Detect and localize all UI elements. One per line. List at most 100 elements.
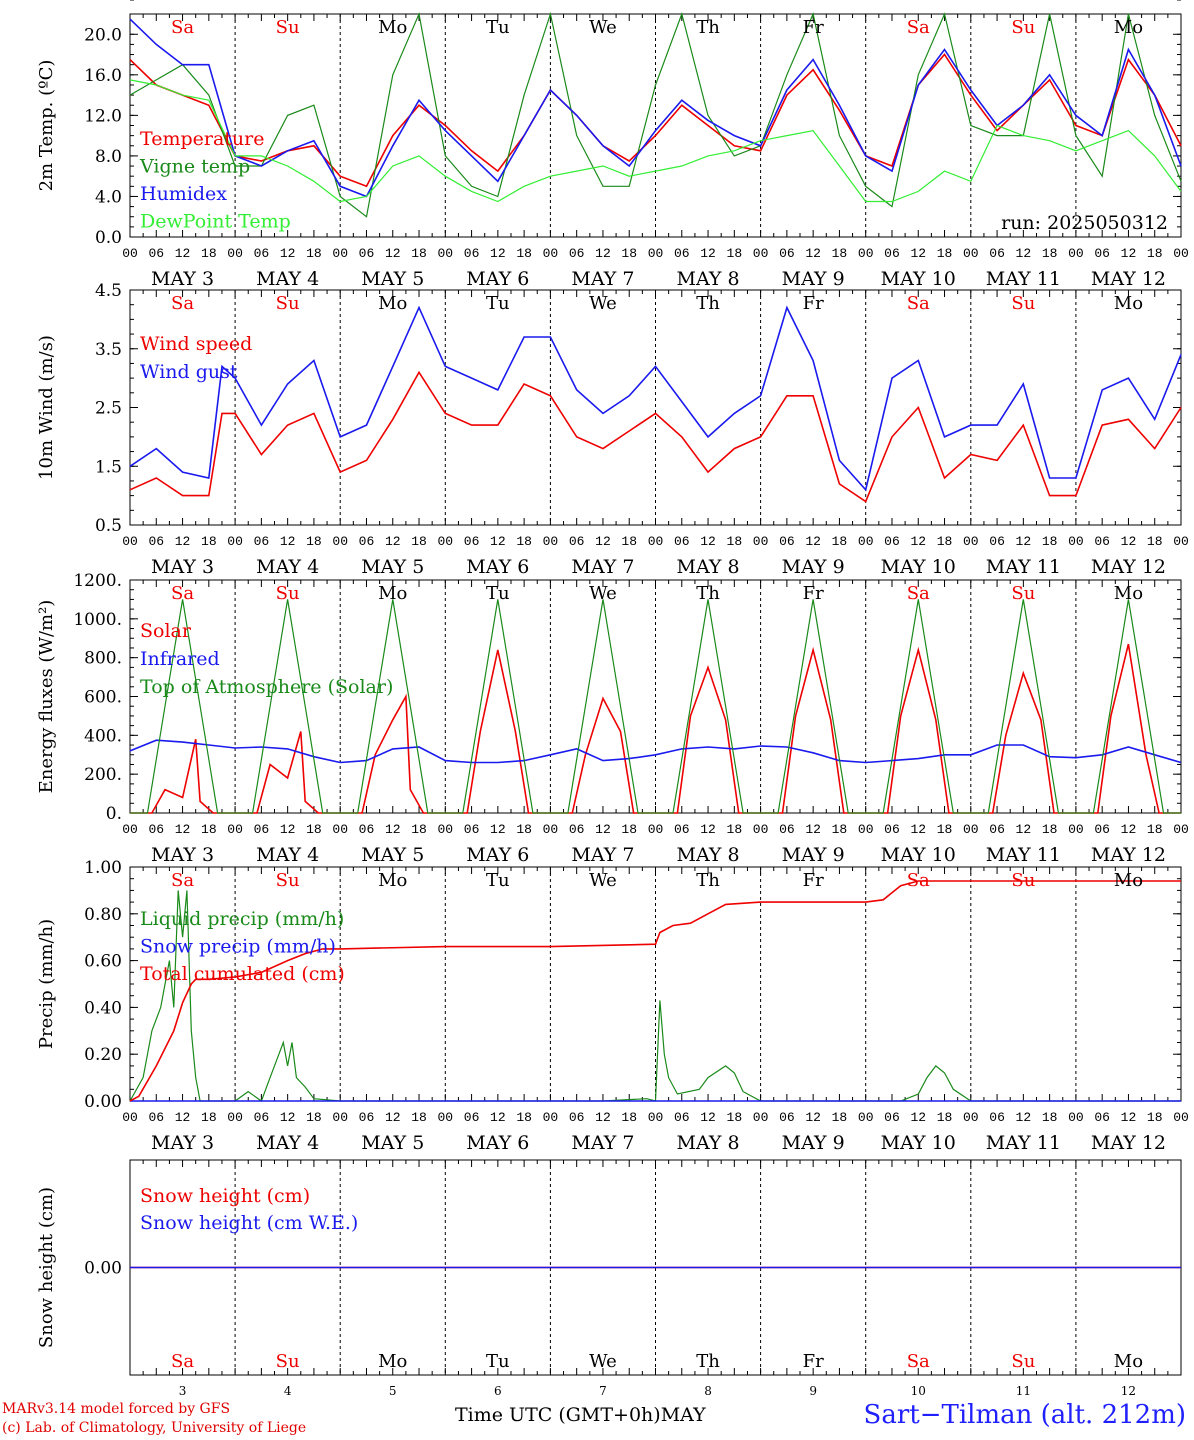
run-annotation: run: 2025050312	[1001, 212, 1168, 234]
date-label: MAY 11	[986, 268, 1061, 290]
day-name: Th	[696, 870, 720, 891]
hour-label: 18	[201, 1110, 217, 1125]
hour-label: 12	[385, 534, 401, 549]
day-name: Su	[276, 293, 300, 314]
day-name: Su	[1011, 293, 1035, 314]
hour-label: 06	[359, 246, 375, 261]
legend-entry: Snow height (cm W.E.)	[140, 1212, 358, 1234]
day-name: Su	[276, 1351, 300, 1372]
y-tick-label: 12.0	[84, 106, 122, 126]
day-name: Th	[696, 583, 720, 604]
hour-label: 18	[1147, 246, 1163, 261]
hour-label: 00	[858, 534, 874, 549]
hour-label: 12	[910, 534, 926, 549]
date-label: MAY 6	[466, 844, 529, 866]
hour-label: 06	[464, 822, 480, 837]
y-axis-label: 10m Wind (m/s)	[36, 335, 57, 480]
day-name: Sa	[171, 17, 194, 38]
hour-label: 00	[648, 534, 664, 549]
day-name: Tu	[486, 293, 510, 314]
series-line-vigne-temp	[129, 11, 1182, 218]
hour-label: 06	[464, 1110, 480, 1125]
hour-label: 06	[674, 1110, 690, 1125]
day-name: Th	[696, 17, 720, 38]
legend-entry: Snow precip (mm/h)	[140, 936, 336, 958]
hour-label: 00	[122, 822, 138, 837]
hour-label: 06	[674, 534, 690, 549]
legend-entry: Temperature	[140, 128, 264, 150]
date-label: MAY 8	[677, 556, 740, 578]
hour-label: 06	[254, 246, 270, 261]
hour-label: 18	[621, 534, 637, 549]
hour-label: 00	[858, 822, 874, 837]
day-name: Mo	[378, 17, 407, 38]
hour-label: 12	[805, 822, 821, 837]
hour-label: 18	[937, 1110, 953, 1125]
hour-label: 00	[437, 1110, 453, 1125]
panel-temp: 0.0 4.0 8.0 12.0 16.0 20.0 2m Temp. (ºC) 00 06 12…	[36, 11, 1189, 290]
date-label: MAY 5	[361, 556, 424, 578]
hour-label: 18	[1147, 1110, 1163, 1125]
footer-credits: MARv3.14 model forced by GFS (c) Lab. of…	[2, 1400, 306, 1438]
day-name: Mo	[378, 293, 407, 314]
hour-label: 06	[779, 246, 795, 261]
hour-label: 00	[543, 1110, 559, 1125]
hour-label: 00	[437, 534, 453, 549]
hour-label: 06	[1094, 246, 1110, 261]
hour-label: 00	[122, 534, 138, 549]
date-label: MAY 11	[986, 844, 1061, 866]
legend-entry: DewPoint Temp	[140, 211, 291, 233]
hour-label: 00	[332, 822, 348, 837]
hour-label: 12	[910, 246, 926, 261]
day-name: Su	[1011, 583, 1035, 604]
date-number: 7	[599, 1384, 607, 1398]
hour-label: 00	[753, 1110, 769, 1125]
hour-label: 12	[805, 534, 821, 549]
date-label: MAY 9	[782, 556, 845, 578]
y-axis-label: Precip (mm/h)	[36, 919, 57, 1049]
meteogram: 0.0 4.0 8.0 12.0 16.0 20.0 2m Temp. (ºC) 00 06 12…	[36, 0, 1189, 1398]
day-name: Sa	[171, 583, 194, 604]
hour-label: 12	[385, 1110, 401, 1125]
legend-entry: Infrared	[140, 648, 220, 670]
hour-label: 06	[569, 822, 585, 837]
y-tick-label: 0.80	[84, 905, 122, 925]
date-label: MAY 4	[256, 844, 319, 866]
hour-label: 18	[1042, 246, 1058, 261]
date-label: MAY 8	[677, 844, 740, 866]
date-label: MAY 12	[1091, 268, 1166, 290]
date-label: MAY 9	[782, 844, 845, 866]
hour-label: 00	[543, 822, 559, 837]
date-label: MAY 7	[571, 268, 634, 290]
day-name: Sa	[171, 293, 194, 314]
y-tick-label: 16.0	[84, 66, 122, 86]
hour-label: 00	[437, 246, 453, 261]
legend-entry: Humidex	[140, 183, 227, 205]
hour-label: 06	[989, 822, 1005, 837]
date-label: MAY 7	[571, 1132, 634, 1154]
y-tick-label: 600.	[84, 688, 122, 708]
hour-label: 18	[727, 1110, 743, 1125]
hour-label: 06	[148, 246, 164, 261]
hour-label: 00	[122, 1110, 138, 1125]
day-name: Sa	[907, 17, 930, 38]
legend-entry: Vigne temp	[139, 156, 250, 178]
date-label: MAY 12	[1091, 844, 1166, 866]
hour-label: 18	[937, 246, 953, 261]
panel-wind: 0.5 1.5 2.5 3.5 4.5 10m Wind (m/s) 00 06 12 18 MAY…	[36, 281, 1189, 578]
hour-label: 06	[884, 246, 900, 261]
day-name: Mo	[378, 1351, 407, 1372]
hour-label: 00	[963, 246, 979, 261]
series-line-humidex	[129, 18, 1182, 198]
day-name: We	[589, 1351, 617, 1372]
hour-label: 00	[122, 246, 138, 261]
date-label: MAY 10	[881, 556, 956, 578]
day-name: We	[589, 583, 617, 604]
day-name: Sa	[907, 293, 930, 314]
hour-label: 06	[254, 534, 270, 549]
hour-label: 12	[1016, 246, 1032, 261]
series-line-wind-gust	[129, 305, 1182, 492]
hour-label: 12	[805, 1110, 821, 1125]
date-label: MAY 4	[256, 268, 319, 290]
legend-entry: Total cumulated (cm)	[140, 963, 345, 985]
